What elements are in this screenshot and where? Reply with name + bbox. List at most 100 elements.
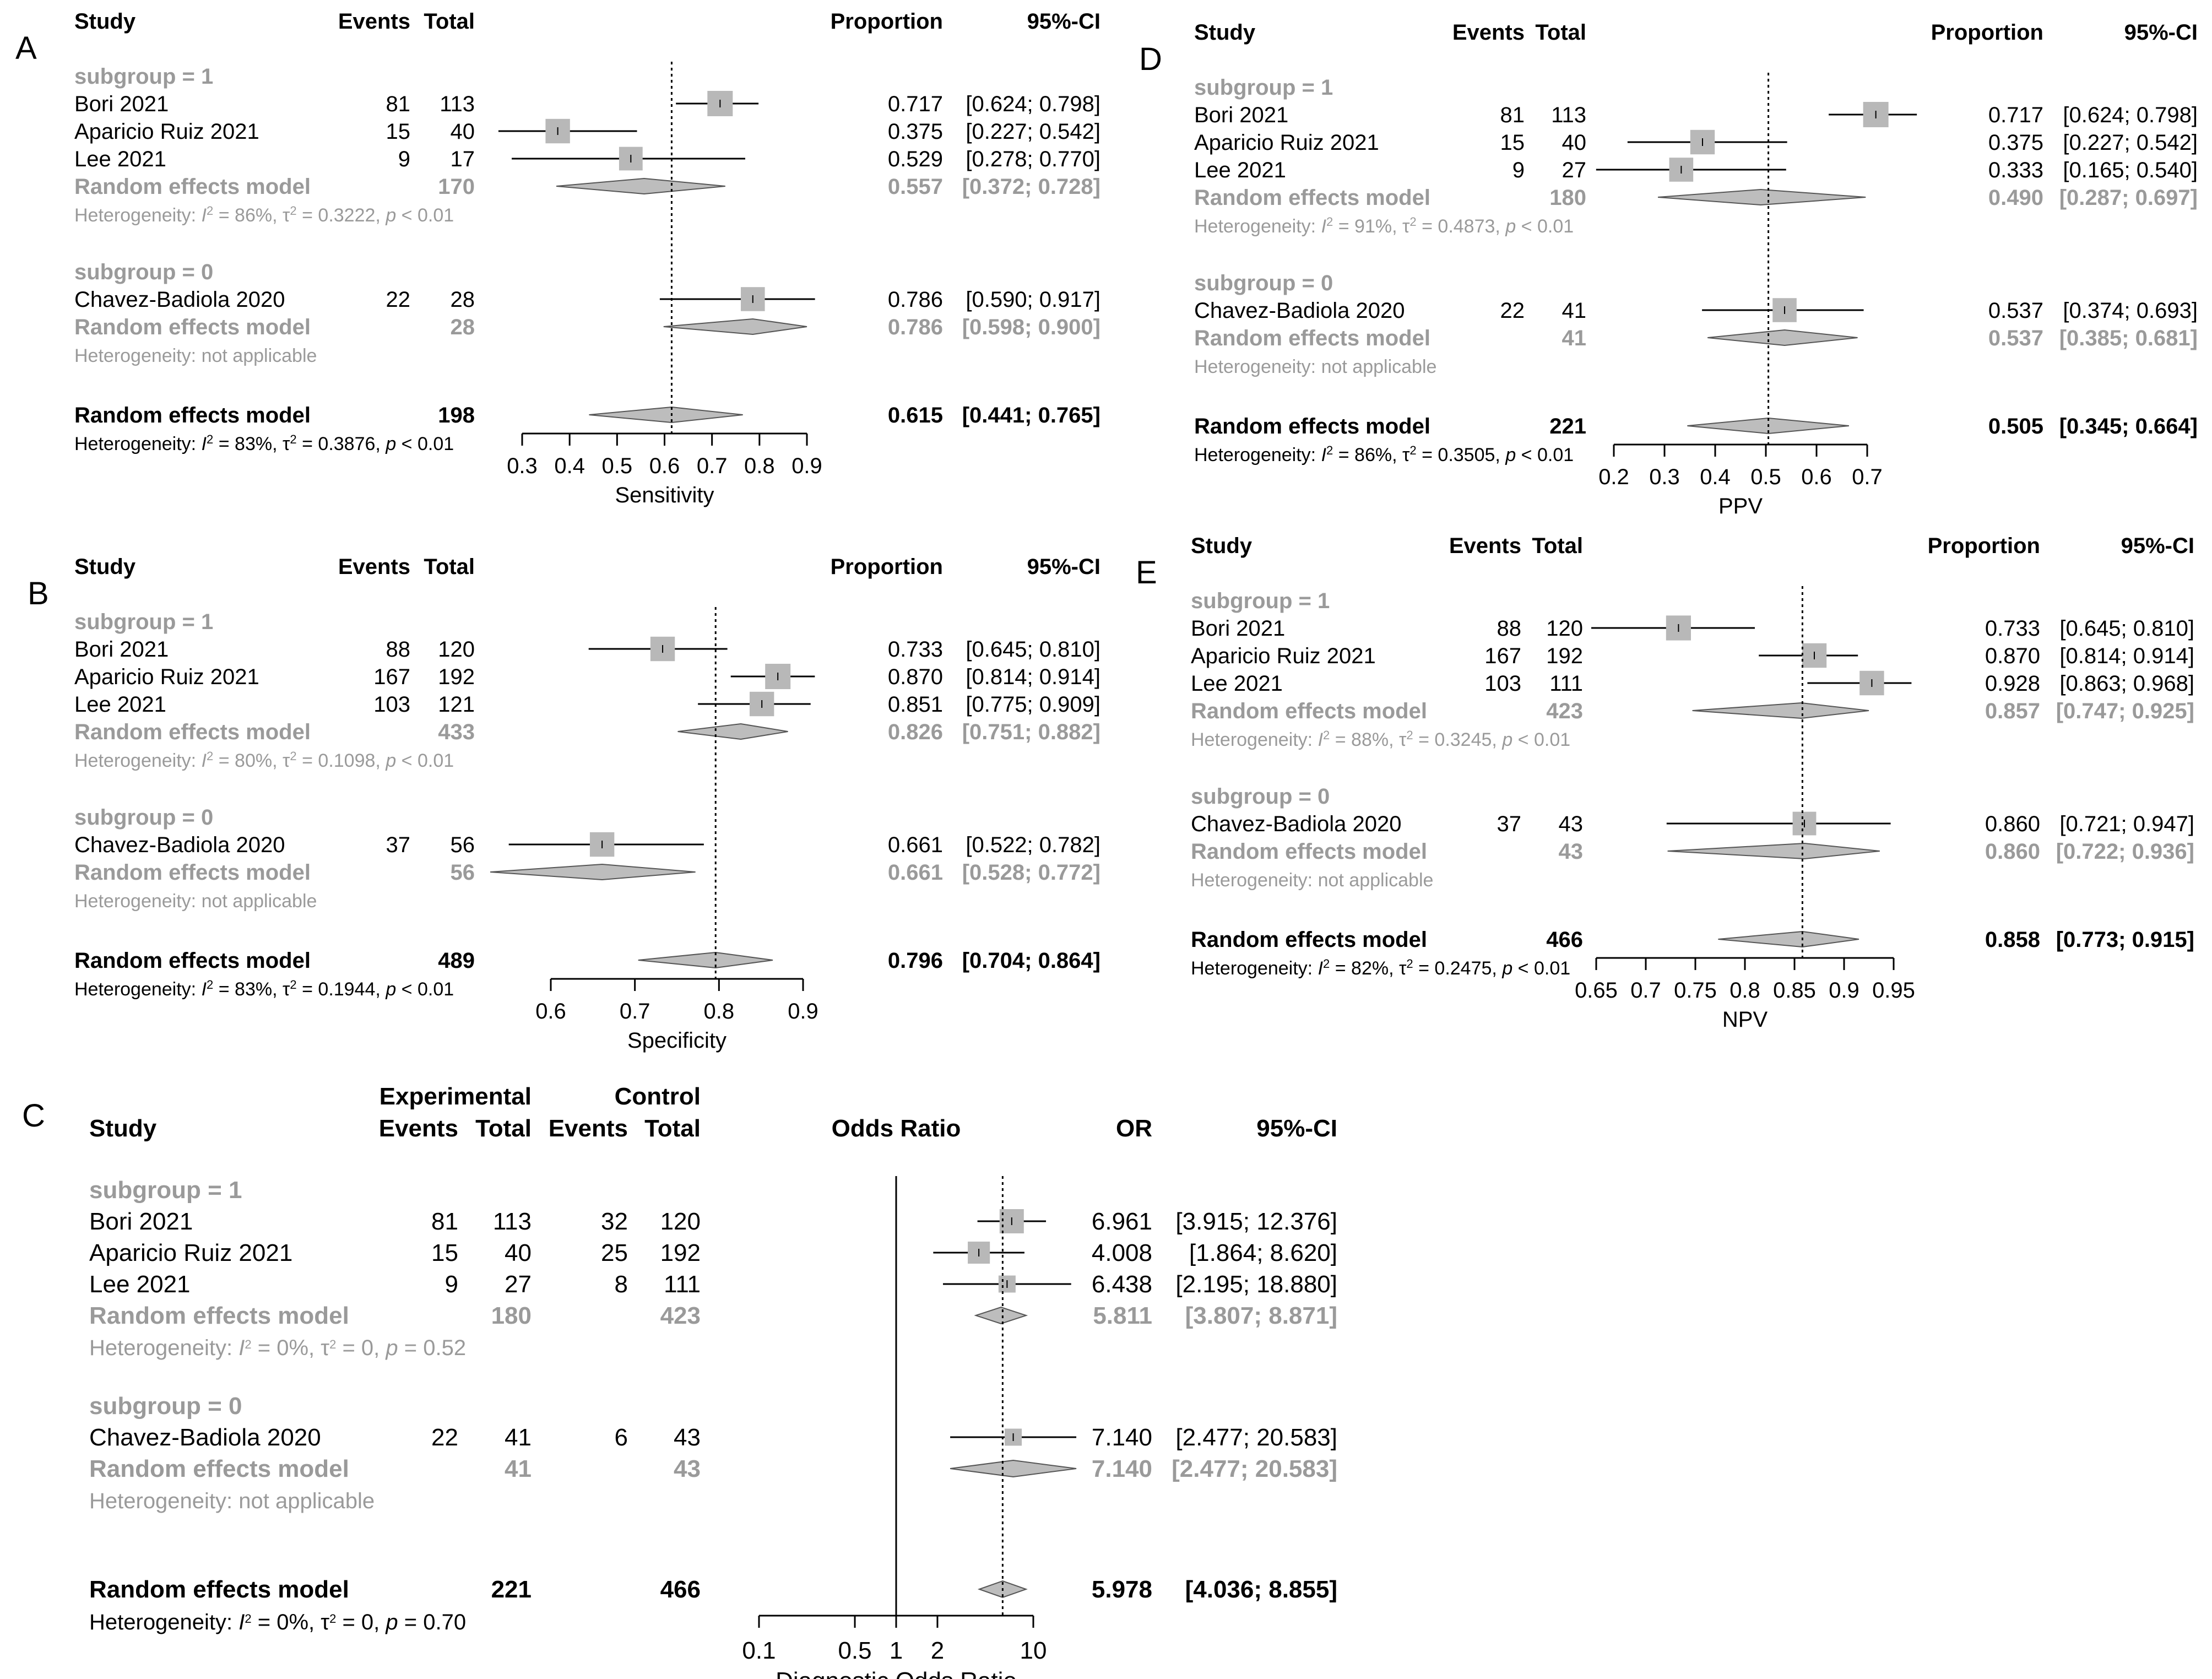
pooled-estimate-diamond — [556, 177, 725, 195]
header-control: Control — [615, 1083, 701, 1110]
study-events: 15 — [1500, 131, 1525, 155]
x-axis-title: Diagnostic Odds Ratio — [776, 1667, 1017, 1679]
study-events-control: 6 — [615, 1424, 628, 1451]
panel-D: D Study Events Total Proportion 95%-CI subgrou… — [1139, 20, 2198, 518]
pooled-estimate-diamond — [1657, 188, 1866, 206]
study-ci: [0.278; 0.770] — [966, 147, 1100, 171]
header-total: Total — [424, 555, 475, 579]
study-total: 120 — [1546, 616, 1583, 641]
study-events: 167 — [373, 665, 410, 689]
subgroup-model-name: Random effects model — [1191, 840, 1427, 864]
overall-model-total-control: 466 — [660, 1576, 701, 1603]
study-name: Bori 2021 — [89, 1208, 193, 1235]
overall-model-name: Random effects model — [1191, 928, 1427, 952]
study-ci: [2.477; 20.583] — [1175, 1424, 1337, 1451]
study-estimate: 0.786 — [888, 288, 943, 312]
study-row: Lee 2021 103 111 0.928 [0.863; 0.968] — [1191, 670, 2194, 696]
study-events: 22 — [1500, 299, 1525, 323]
overall-model-estimate: 5.978 — [1092, 1576, 1152, 1603]
subgroup-model-total-experimental: 180 — [491, 1302, 532, 1329]
overall-model-total: 489 — [438, 949, 475, 973]
study-name: Chavez-Badiola 2020 — [89, 1424, 321, 1451]
subgroup-model-name: Random effects model — [74, 175, 311, 199]
study-estimate: 0.851 — [888, 692, 943, 717]
study-name: Chavez-Badiola 2020 — [1191, 812, 1401, 836]
subgroup-model-name: Random effects model — [1194, 326, 1430, 350]
subgroup-model-name: Random effects model — [1194, 186, 1430, 210]
pooled-estimate-diamond — [1707, 329, 1858, 346]
x-tick-label: 0.7 — [697, 454, 728, 478]
pooled-estimate-diamond — [638, 951, 773, 969]
pooled-estimate-diamond — [663, 318, 807, 335]
x-axis-title: Sensitivity — [615, 483, 714, 507]
subgroup-model-ci: [0.598; 0.900] — [962, 315, 1100, 339]
study-name: Aparicio Ruiz 2021 — [1194, 131, 1379, 155]
subgroup-model-ci: [0.747; 0.925] — [2056, 699, 2194, 723]
study-total: 56 — [451, 833, 475, 857]
subgroup-model-total: 180 — [1549, 186, 1586, 210]
header-proportion: Proportion — [1931, 20, 2043, 45]
study-name: Chavez-Badiola 2020 — [1194, 299, 1405, 323]
x-tick-label: 0.85 — [1773, 978, 1816, 1003]
study-estimate: 0.860 — [1985, 812, 2040, 836]
study-events-control: 8 — [615, 1271, 628, 1298]
heterogeneity-text: Heterogeneity: I2 = 83%, τ2 = 0.1944, p … — [74, 978, 454, 1000]
study-row: Chavez-Badiola 2020 22 41 6 43 7.140 [2.477; 2… — [89, 1424, 1337, 1451]
header-events: Events — [379, 1115, 458, 1142]
subgroup-model-ci: [3.807; 8.871] — [1185, 1302, 1337, 1329]
subgroup-model-estimate: 0.860 — [1985, 840, 2040, 864]
overall-model-total: 198 — [438, 403, 475, 427]
study-ci: [0.590; 0.917] — [966, 288, 1100, 312]
study-ci: [0.814; 0.914] — [966, 665, 1100, 689]
pooled-estimate-diamond — [677, 723, 788, 740]
study-total: 40 — [451, 120, 475, 144]
heterogeneity-text: Heterogeneity: not applicable — [1194, 356, 1436, 377]
header-proportion: Proportion — [831, 9, 943, 34]
study-ci: [0.775; 0.909] — [966, 692, 1100, 717]
subgroup-model-total-experimental: 41 — [505, 1455, 532, 1482]
x-tick-label: 0.5 — [602, 454, 633, 478]
study-total-control: 120 — [660, 1208, 701, 1235]
header-events: Events — [1452, 20, 1525, 45]
study-estimate: 0.733 — [888, 637, 943, 662]
study-row: Lee 2021 103 121 0.851 [0.775; 0.909] — [74, 691, 1100, 717]
header-ci: 95%-CI — [2124, 20, 2198, 45]
study-name: Lee 2021 — [74, 692, 166, 717]
header-proportion: Proportion — [1928, 534, 2040, 558]
heterogeneity-text: Heterogeneity: I2 = 86%, τ2 = 0.3505, p … — [1194, 443, 1574, 466]
x-tick-label: 0.6 — [1801, 465, 1832, 489]
study-row: Chavez-Badiola 2020 37 43 0.860 [0.721; 0.94… — [1191, 811, 2194, 836]
study-ci: [0.374; 0.693] — [2063, 299, 2198, 323]
study-total: 40 — [1562, 131, 1587, 155]
overall-model-estimate: 0.858 — [1985, 928, 2040, 952]
overall-model-ci: [0.345; 0.664] — [2059, 414, 2198, 438]
study-estimate: 0.870 — [888, 665, 943, 689]
overall-model-total-experimental: 221 — [491, 1576, 532, 1603]
overall-model-ci: [4.036; 8.855] — [1185, 1576, 1337, 1603]
subgroup-model-name: Random effects model — [74, 720, 311, 744]
x-tick-label: 0.9 — [788, 999, 818, 1023]
subgroup-model-total: 43 — [1559, 840, 1584, 864]
header-events-control: Events — [549, 1115, 628, 1142]
study-total-control: 111 — [664, 1271, 701, 1298]
x-tick-label: 0.7 — [1630, 978, 1661, 1003]
study-name: Lee 2021 — [1191, 671, 1283, 696]
header-ci: 95%-CI — [1027, 555, 1100, 579]
study-total: 113 — [440, 92, 475, 116]
study-events: 103 — [1484, 671, 1521, 696]
study-total: 192 — [1546, 644, 1583, 668]
study-row: Lee 2021 9 27 8 111 6.438 [2.195; 18.880] — [89, 1271, 1337, 1298]
x-axis-title: NPV — [1722, 1008, 1768, 1032]
subgroup-model-total: 433 — [438, 720, 475, 744]
x-tick-label: 0.8 — [1730, 978, 1760, 1003]
x-tick-label: 0.4 — [1700, 465, 1731, 489]
study-name: Chavez-Badiola 2020 — [74, 288, 285, 312]
x-tick-label: 0.3 — [507, 454, 538, 478]
subgroup-model-name: Random effects model — [89, 1302, 349, 1329]
study-total: 113 — [1551, 103, 1586, 127]
heterogeneity-text: Heterogeneity: I2 = 82%, τ2 = 0.2475, p … — [1191, 957, 1570, 979]
panel-label: A — [15, 30, 37, 66]
subgroup-model-total-control: 423 — [660, 1302, 701, 1329]
study-ci: [0.814; 0.914] — [2059, 644, 2194, 668]
